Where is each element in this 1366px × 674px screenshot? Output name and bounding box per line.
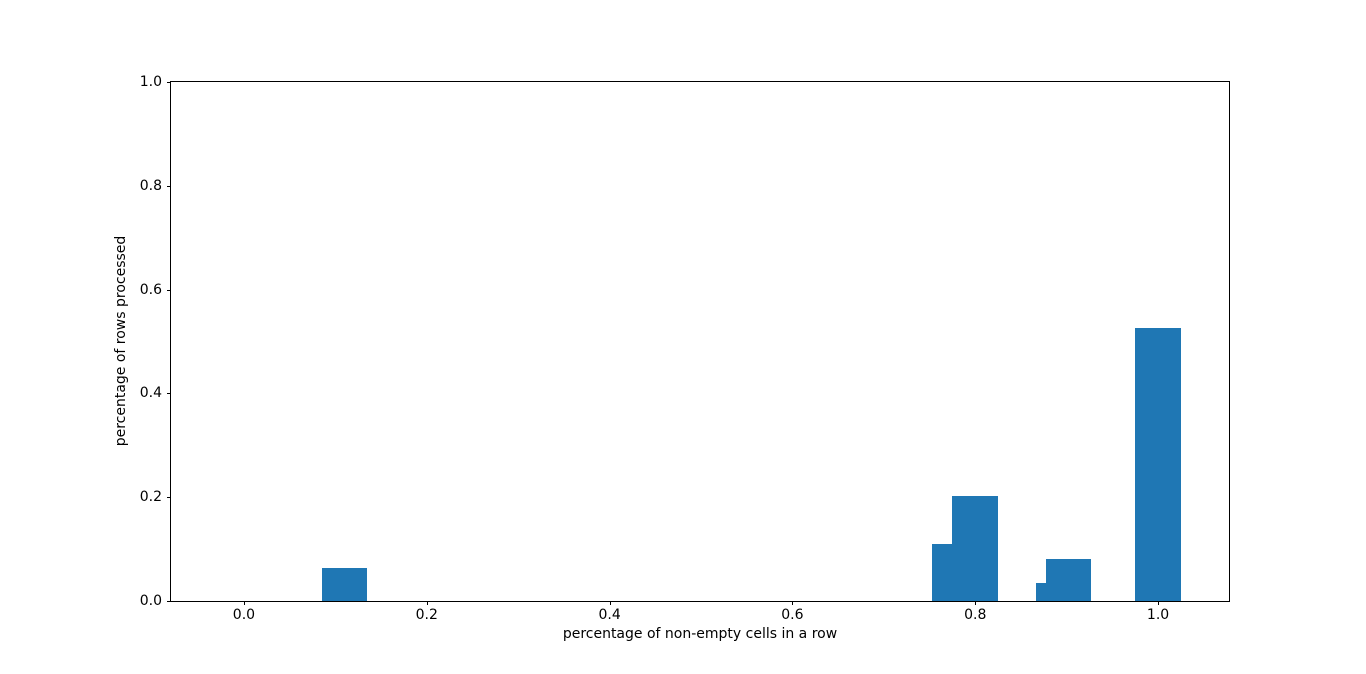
y-tick-label: 0.4 <box>139 385 162 402</box>
histogram-bar <box>1045 558 1092 601</box>
histogram-bar <box>1135 328 1181 601</box>
histogram-bar <box>321 568 368 601</box>
x-tick-mark <box>426 601 428 605</box>
y-tick-mark <box>167 497 171 499</box>
y-tick-label: 0.2 <box>139 489 162 506</box>
y-tick-mark <box>167 185 171 187</box>
x-tick-label: 0.4 <box>598 607 621 623</box>
y-axis-label: percentage of rows processed <box>113 235 129 447</box>
x-tick-label: 0.2 <box>415 607 438 623</box>
y-tick-label: 1.0 <box>139 74 162 90</box>
y-tick-label: 0.6 <box>139 281 162 298</box>
x-axis-label: percentage of non-empty cells in a row <box>562 626 838 642</box>
y-tick-mark <box>167 601 171 602</box>
x-tick-mark <box>1158 601 1160 605</box>
x-tick-label: 0.8 <box>964 607 987 623</box>
x-tick-mark <box>792 601 794 605</box>
y-tick-mark <box>167 393 171 395</box>
y-tick-label: 0.8 <box>139 177 162 194</box>
x-tick-mark <box>609 601 611 605</box>
x-tick-mark <box>975 601 977 605</box>
y-tick-mark <box>167 289 171 291</box>
plot-area: 0.0 0.2 0.4 0.6 0.8 1.0 0.0 0.2 0.4 0.6 0.8 1.0 <box>140 75 1230 622</box>
y-tick-mark <box>167 82 171 83</box>
histogram-bar <box>952 496 999 601</box>
x-tick-label: 0.0 <box>232 607 256 623</box>
x-tick-label: 0.6 <box>781 607 804 623</box>
y-tick-label: 0.0 <box>139 593 162 609</box>
x-tick-mark <box>243 601 245 605</box>
x-tick-label: 1.0 <box>1146 607 1170 623</box>
